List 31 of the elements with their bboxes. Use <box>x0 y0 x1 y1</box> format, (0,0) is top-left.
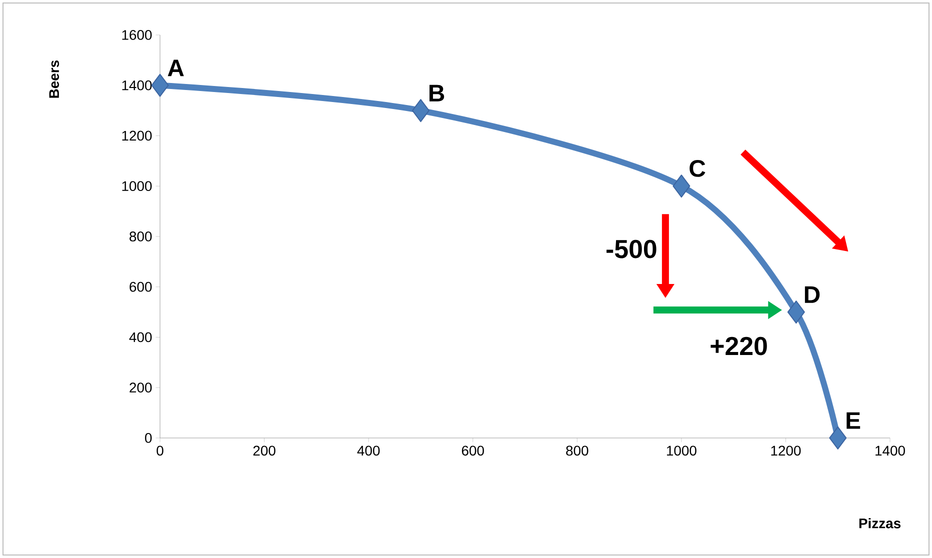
point <box>412 99 430 122</box>
annotation: B <box>430 84 444 102</box>
annotation: D <box>804 286 820 303</box>
y-tick-label: 1000 <box>122 181 152 192</box>
annotation: C <box>690 160 706 177</box>
annotation: A <box>168 60 184 76</box>
point <box>829 426 847 450</box>
y-tick-label: 1200 <box>122 130 152 141</box>
x-tick-label: 1200 <box>771 446 801 456</box>
annotation: +220 <box>710 336 767 356</box>
point <box>787 300 805 324</box>
x-tick-label: 0 <box>156 446 164 456</box>
point <box>151 74 169 97</box>
y-tick-label: 0 <box>145 433 152 443</box>
x-tick-label: 600 <box>462 446 484 456</box>
annotation: -500 <box>606 240 656 258</box>
y-tick-label: 600 <box>130 282 152 292</box>
x-tick-label: 1400 <box>876 446 905 456</box>
y-tick-label: 400 <box>129 332 152 342</box>
x-tick-label: 1000 <box>666 446 696 456</box>
annotation: E <box>846 412 860 429</box>
x-tick-label: 800 <box>566 446 588 456</box>
y-tick-label: 800 <box>130 232 152 242</box>
x-tick-label: 200 <box>253 446 276 456</box>
x-axis-title: Pizzas <box>859 518 901 528</box>
x-tick-label: 400 <box>357 446 380 456</box>
point <box>672 174 690 198</box>
y-tick-label: 1400 <box>122 80 152 90</box>
y-axis-title: Beers <box>49 60 60 98</box>
y-tick-label: 1600 <box>122 30 152 40</box>
y-tick-label: 200 <box>130 382 152 393</box>
